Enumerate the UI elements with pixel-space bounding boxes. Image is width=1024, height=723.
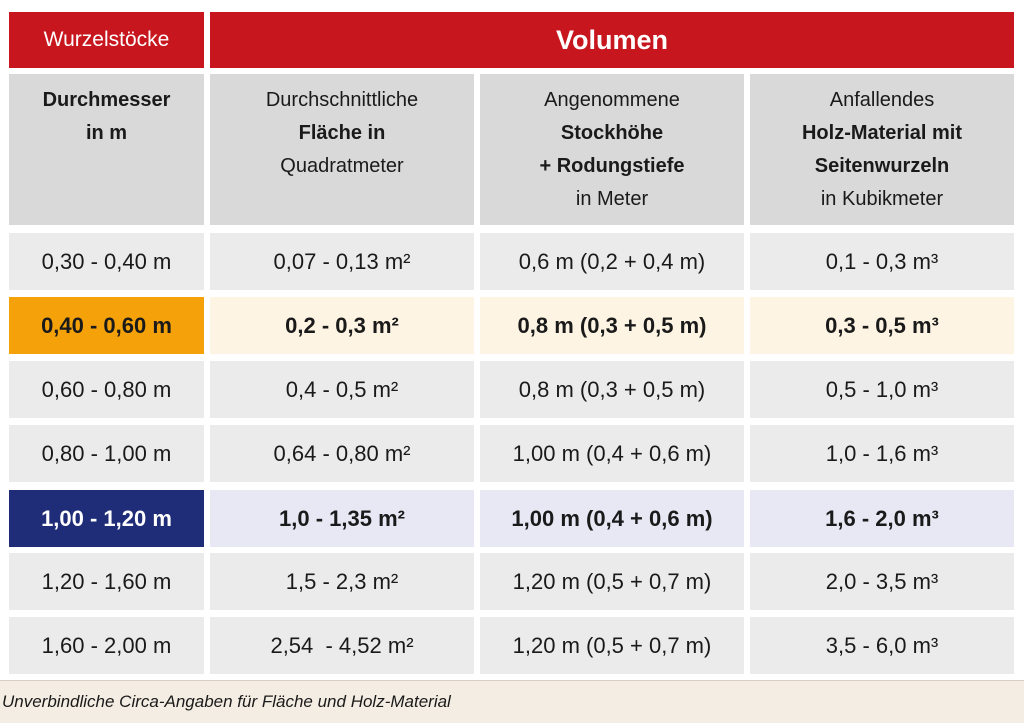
subheader-stockhoehe: Angenommene Stockhöhe + Rodungstiefe in … — [480, 74, 744, 225]
cell-diameter: 1,00 - 1,20 m — [9, 490, 204, 547]
footnote: Unverbindliche Circa-Angaben für Fläche … — [0, 680, 1024, 723]
cell-height: 0,8 m (0,3 + 0,5 m) — [480, 361, 744, 418]
subheader-flaeche: Durchschnittliche Fläche in Quadratmeter — [210, 74, 474, 225]
cell-height: 0,6 m (0,2 + 0,4 m) — [480, 233, 744, 290]
cell-volume: 0,5 - 1,0 m³ — [750, 361, 1014, 418]
volume-value: 1,0 - 1,6 m³ — [825, 440, 939, 466]
height-value: 0,8 m (0,3 + 0,5 m) — [518, 376, 706, 402]
cell-height: 1,20 m (0,5 + 0,7 m) — [480, 617, 744, 674]
subheader-holzmaterial-line3: Seitenwurzeln — [814, 155, 950, 177]
subheader-holzmaterial: Anfallendes Holz-Material mit Seitenwurz… — [750, 74, 1014, 225]
volume-value: 0,5 - 1,0 m³ — [825, 376, 939, 402]
subheader-holzmaterial-line4: in Kubikmeter — [820, 188, 944, 210]
header-wurzelstoecke: Wurzelstöcke — [9, 12, 204, 68]
area-value: 0,64 - 0,80 m² — [273, 440, 411, 466]
diameter-value: 0,30 - 0,40 m — [41, 248, 172, 274]
subheader-durchmesser: Durchmesser in m — [9, 74, 204, 225]
header-volumen-label: Volumen — [555, 24, 668, 55]
height-value: 0,8 m (0,3 + 0,5 m) — [517, 312, 707, 338]
subheader-durchmesser-line2: in m — [85, 122, 128, 144]
subheader-holzmaterial-line2: Holz-Material mit — [801, 122, 963, 144]
cell-diameter: 1,20 - 1,60 m — [9, 553, 204, 610]
cell-height: 1,00 m (0,4 + 0,6 m) — [480, 490, 744, 547]
height-value: 1,20 m (0,5 + 0,7 m) — [512, 568, 712, 594]
diameter-value: 0,40 - 0,60 m — [41, 312, 172, 338]
cell-height: 0,8 m (0,3 + 0,5 m) — [480, 297, 744, 354]
cell-area: 0,2 - 0,3 m² — [210, 297, 474, 354]
cell-volume: 0,1 - 0,3 m³ — [750, 233, 1014, 290]
cell-diameter: 0,40 - 0,60 m — [9, 297, 204, 354]
subheader-flaeche-line1: Durchschnittliche — [265, 89, 419, 111]
cell-volume: 2,0 - 3,5 m³ — [750, 553, 1014, 610]
cell-area: 0,07 - 0,13 m² — [210, 233, 474, 290]
cell-volume: 3,5 - 6,0 m³ — [750, 617, 1014, 674]
cell-diameter: 0,80 - 1,00 m — [9, 425, 204, 482]
footnote-text: Unverbindliche Circa-Angaben für Fläche … — [2, 692, 451, 711]
volume-table: Wurzelstöcke Volumen Durchmesser in m Du… — [9, 12, 1014, 674]
subheader-flaeche-line2: Fläche in — [298, 122, 386, 144]
subheader-stockhoehe-line4: in Meter — [575, 188, 649, 210]
cell-diameter: 0,30 - 0,40 m — [9, 233, 204, 290]
diameter-value: 1,60 - 2,00 m — [41, 632, 172, 658]
area-value: 0,4 - 0,5 m² — [285, 376, 399, 402]
area-value: 2,54 - 4,52 m² — [270, 632, 414, 658]
cell-diameter: 0,60 - 0,80 m — [9, 361, 204, 418]
header-volumen: Volumen — [210, 12, 1014, 68]
cell-volume: 1,6 - 2,0 m³ — [750, 490, 1014, 547]
cell-volume: 1,0 - 1,6 m³ — [750, 425, 1014, 482]
diameter-value: 0,80 - 1,00 m — [41, 440, 172, 466]
subheader-stockhoehe-line2: Stockhöhe — [560, 122, 664, 144]
diameter-value: 1,00 - 1,20 m — [41, 505, 172, 531]
cell-height: 1,20 m (0,5 + 0,7 m) — [480, 553, 744, 610]
volume-value: 1,6 - 2,0 m³ — [825, 505, 939, 531]
cell-height: 1,00 m (0,4 + 0,6 m) — [480, 425, 744, 482]
volume-value: 2,0 - 3,5 m³ — [825, 568, 939, 594]
height-value: 1,00 m (0,4 + 0,6 m) — [512, 440, 712, 466]
diameter-value: 1,20 - 1,60 m — [41, 568, 172, 594]
diameter-value: 0,60 - 0,80 m — [41, 376, 172, 402]
subheader-flaeche-line3: Quadratmeter — [280, 155, 404, 177]
cell-area: 2,54 - 4,52 m² — [210, 617, 474, 674]
subheader-stockhoehe-line1: Angenommene — [544, 89, 680, 111]
area-value: 0,2 - 0,3 m² — [285, 312, 399, 338]
area-value: 0,07 - 0,13 m² — [273, 248, 411, 274]
subheader-stockhoehe-line3: + Rodungstiefe — [539, 155, 685, 177]
cell-area: 0,4 - 0,5 m² — [210, 361, 474, 418]
volume-value: 0,3 - 0,5 m³ — [825, 312, 939, 338]
cell-volume: 0,3 - 0,5 m³ — [750, 297, 1014, 354]
height-value: 1,00 m (0,4 + 0,6 m) — [511, 505, 713, 531]
area-value: 1,0 - 1,35 m² — [279, 505, 405, 531]
cell-area: 1,0 - 1,35 m² — [210, 490, 474, 547]
subheader-durchmesser-line1: Durchmesser — [42, 89, 171, 111]
volume-value: 3,5 - 6,0 m³ — [825, 632, 939, 658]
height-value: 1,20 m (0,5 + 0,7 m) — [512, 632, 712, 658]
area-value: 1,5 - 2,3 m² — [285, 568, 399, 594]
volume-value: 0,1 - 0,3 m³ — [825, 248, 939, 274]
cell-area: 1,5 - 2,3 m² — [210, 553, 474, 610]
height-value: 0,6 m (0,2 + 0,4 m) — [518, 248, 706, 274]
header-wurzelstoecke-label: Wurzelstöcke — [43, 28, 170, 51]
subheader-holzmaterial-line1: Anfallendes — [829, 89, 935, 111]
cell-area: 0,64 - 0,80 m² — [210, 425, 474, 482]
cell-diameter: 1,60 - 2,00 m — [9, 617, 204, 674]
